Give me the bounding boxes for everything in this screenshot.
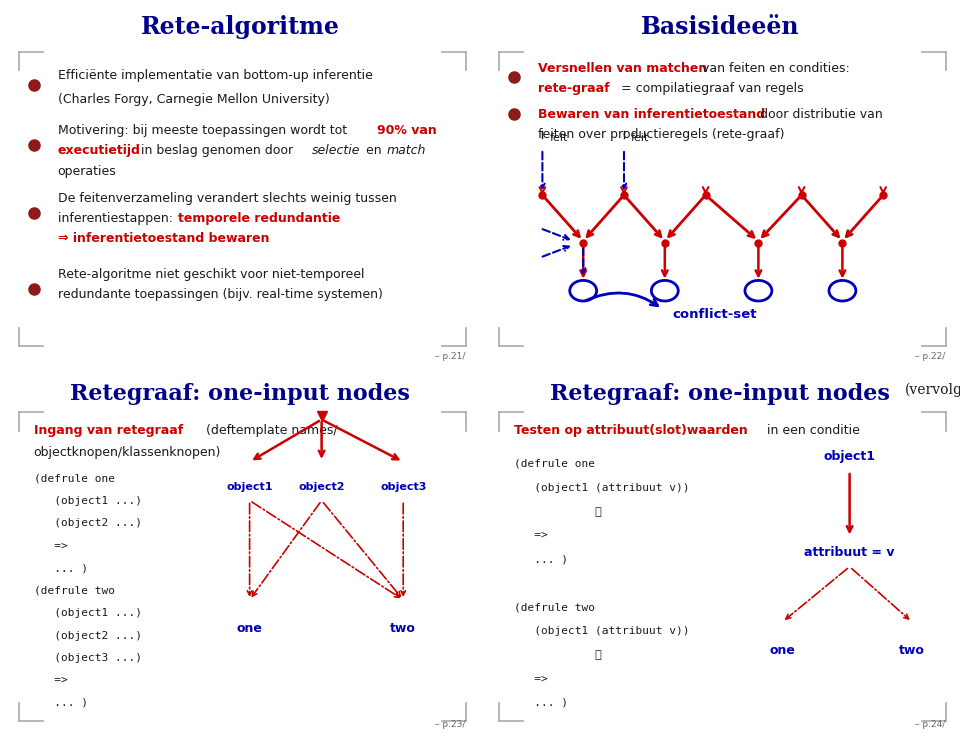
Text: en: en xyxy=(362,144,386,158)
Text: in een conditie: in een conditie xyxy=(763,424,860,437)
Text: Retegraaf: one-input nodes: Retegraaf: one-input nodes xyxy=(70,383,410,405)
Text: Motivering: bij meeste toepassingen wordt tot: Motivering: bij meeste toepassingen word… xyxy=(58,124,350,137)
Text: Rete-algoritme: Rete-algoritme xyxy=(140,15,340,39)
Text: (object1 ...): (object1 ...) xyxy=(34,608,142,618)
Text: operaties: operaties xyxy=(58,165,116,177)
Text: executietijd: executietijd xyxy=(58,144,140,158)
Text: two: two xyxy=(391,622,416,635)
Text: – p.23/: – p.23/ xyxy=(435,720,466,729)
Text: redundante toepassingen (bijv. real-time systemen): redundante toepassingen (bijv. real-time… xyxy=(58,288,382,301)
Text: – p.24/: – p.24/ xyxy=(915,720,946,729)
Text: (object1 ...): (object1 ...) xyxy=(34,496,142,506)
Text: =>: => xyxy=(34,676,67,685)
Text: (defrule one: (defrule one xyxy=(34,473,114,484)
Text: ⋮: ⋮ xyxy=(514,650,601,660)
Text: ... ): ... ) xyxy=(34,698,87,708)
Text: object3: object3 xyxy=(380,482,426,492)
Text: (Charles Forgy, Carnegie Mellon University): (Charles Forgy, Carnegie Mellon Universi… xyxy=(58,93,329,106)
Text: feit: feit xyxy=(549,133,568,143)
Text: (object3 ...): (object3 ...) xyxy=(34,653,142,663)
Text: object1: object1 xyxy=(824,450,876,463)
Text: (object1 (attribuut v)): (object1 (attribuut v)) xyxy=(514,483,689,492)
Text: inferentiestappen:: inferentiestappen: xyxy=(58,213,177,225)
Text: Rete-algoritme niet geschikt voor niet-temporeel: Rete-algoritme niet geschikt voor niet-t… xyxy=(58,268,364,280)
Text: De feitenverzameling verandert slechts weinig tussen: De feitenverzameling verandert slechts w… xyxy=(58,192,396,205)
Text: ... ): ... ) xyxy=(514,554,567,565)
Text: Bewaren van inferentietoestand: Bewaren van inferentietoestand xyxy=(538,107,765,121)
Text: feiten over productieregels (rete-graaf): feiten over productieregels (rete-graaf) xyxy=(538,128,784,141)
Text: feit: feit xyxy=(632,133,650,143)
Text: (defrule two: (defrule two xyxy=(34,586,114,595)
Text: Versnellen van matchen: Versnellen van matchen xyxy=(538,62,707,74)
Text: match: match xyxy=(386,144,426,158)
Text: temporele redundantie: temporele redundantie xyxy=(178,213,340,225)
Text: =>: => xyxy=(34,541,67,551)
Text: =>: => xyxy=(514,531,547,540)
Text: ... ): ... ) xyxy=(34,563,87,573)
Text: 90% van: 90% van xyxy=(376,124,437,137)
Text: selectie: selectie xyxy=(312,144,361,158)
Text: (object1 (attribuut v)): (object1 (attribuut v)) xyxy=(514,626,689,636)
Text: ⇒ inferentietoestand bewaren: ⇒ inferentietoestand bewaren xyxy=(58,232,269,245)
Text: Testen op attribuut(slot)waarden: Testen op attribuut(slot)waarden xyxy=(514,424,747,437)
Text: = compilatiegraaf van regels: = compilatiegraaf van regels xyxy=(616,82,804,95)
Text: in beslag genomen door: in beslag genomen door xyxy=(136,144,297,158)
Text: Efficiënte implementatie van bottom-up inferentie: Efficiënte implementatie van bottom-up i… xyxy=(58,69,372,82)
Text: ... ): ... ) xyxy=(514,698,567,708)
Text: attribuut = v: attribuut = v xyxy=(804,545,895,559)
Text: – p.22/: – p.22/ xyxy=(915,352,946,361)
Text: (vervolg): (vervolg) xyxy=(904,383,960,397)
Text: van feiten en condities:: van feiten en condities: xyxy=(698,62,851,74)
Text: (deftemplate names/: (deftemplate names/ xyxy=(202,424,337,437)
Text: Ingang van retegraaf: Ingang van retegraaf xyxy=(34,424,182,437)
Text: Retegraaf: one-input nodes: Retegraaf: one-input nodes xyxy=(550,383,890,405)
Text: door distributie van: door distributie van xyxy=(756,107,883,121)
Text: =>: => xyxy=(514,674,547,684)
Text: object2: object2 xyxy=(299,482,345,492)
Text: Basisideeën: Basisideeën xyxy=(640,15,800,39)
Text: (object2 ...): (object2 ...) xyxy=(34,518,142,528)
Text: rete-graaf: rete-graaf xyxy=(538,82,610,95)
Text: (defrule one: (defrule one xyxy=(514,459,594,469)
Text: one: one xyxy=(237,622,262,635)
Text: (defrule two: (defrule two xyxy=(514,602,594,612)
Text: one: one xyxy=(770,644,795,657)
Text: object1: object1 xyxy=(227,482,273,492)
Text: two: two xyxy=(900,644,924,657)
Text: objectknopen/klassenknopen): objectknopen/klassenknopen) xyxy=(34,446,221,459)
Text: conflict-set: conflict-set xyxy=(672,308,756,321)
Text: – p.21/: – p.21/ xyxy=(435,352,466,361)
Text: ⋮: ⋮ xyxy=(514,506,601,517)
Text: (object2 ...): (object2 ...) xyxy=(34,631,142,640)
